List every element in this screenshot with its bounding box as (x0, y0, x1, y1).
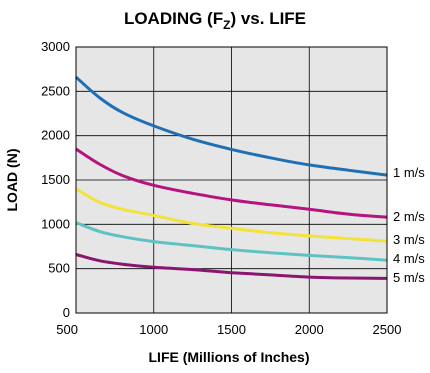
tick-labels: 0 500 1000 1500 2000 2500 3000 500 1000 1500 2000 2… (41, 39, 401, 337)
series-label-5: 5 m/s (393, 270, 425, 285)
y-tick-label: 1500 (41, 172, 70, 187)
series-line-4 (75, 221, 388, 262)
chart-title-subscript: Z (223, 18, 230, 32)
x-tick-label: 1500 (217, 322, 246, 337)
plot-frame (75, 46, 388, 314)
series-layer (75, 75, 388, 280)
series-line-5 (75, 253, 388, 280)
series-label-4: 4 m/s (393, 251, 425, 266)
chart-title: LOADING (FZ) vs. LIFE (124, 9, 306, 32)
y-tick-label: 3000 (41, 39, 70, 54)
y-tick-label: 1000 (41, 216, 70, 231)
series-line-1 (75, 75, 388, 177)
x-tick-label: 500 (56, 322, 78, 337)
series-label-1: 1 m/s (393, 165, 425, 180)
series-label-2: 2 m/s (393, 209, 425, 224)
x-tick-label: 2000 (295, 322, 324, 337)
y-tick-label: 2000 (41, 128, 70, 143)
y-tick-label: 2500 (41, 83, 70, 98)
y-axis-title: LOAD (N) (4, 149, 20, 212)
chart-title-main: LOADING (F (124, 9, 223, 28)
chart-title-rest: ) vs. LIFE (230, 9, 306, 28)
series-labels: 1 m/s 2 m/s 3 m/s 4 m/s 5 m/s (393, 165, 425, 285)
series-line-3 (75, 187, 388, 243)
x-axis-title: LIFE (Millions of Inches) (149, 349, 310, 365)
series-line-2 (75, 147, 388, 219)
series-label-3: 3 m/s (393, 232, 425, 247)
x-tick-label: 2500 (373, 322, 402, 337)
y-tick-label: 0 (63, 305, 70, 320)
x-tick-label: 1000 (139, 322, 168, 337)
y-tick-label: 500 (48, 261, 70, 276)
